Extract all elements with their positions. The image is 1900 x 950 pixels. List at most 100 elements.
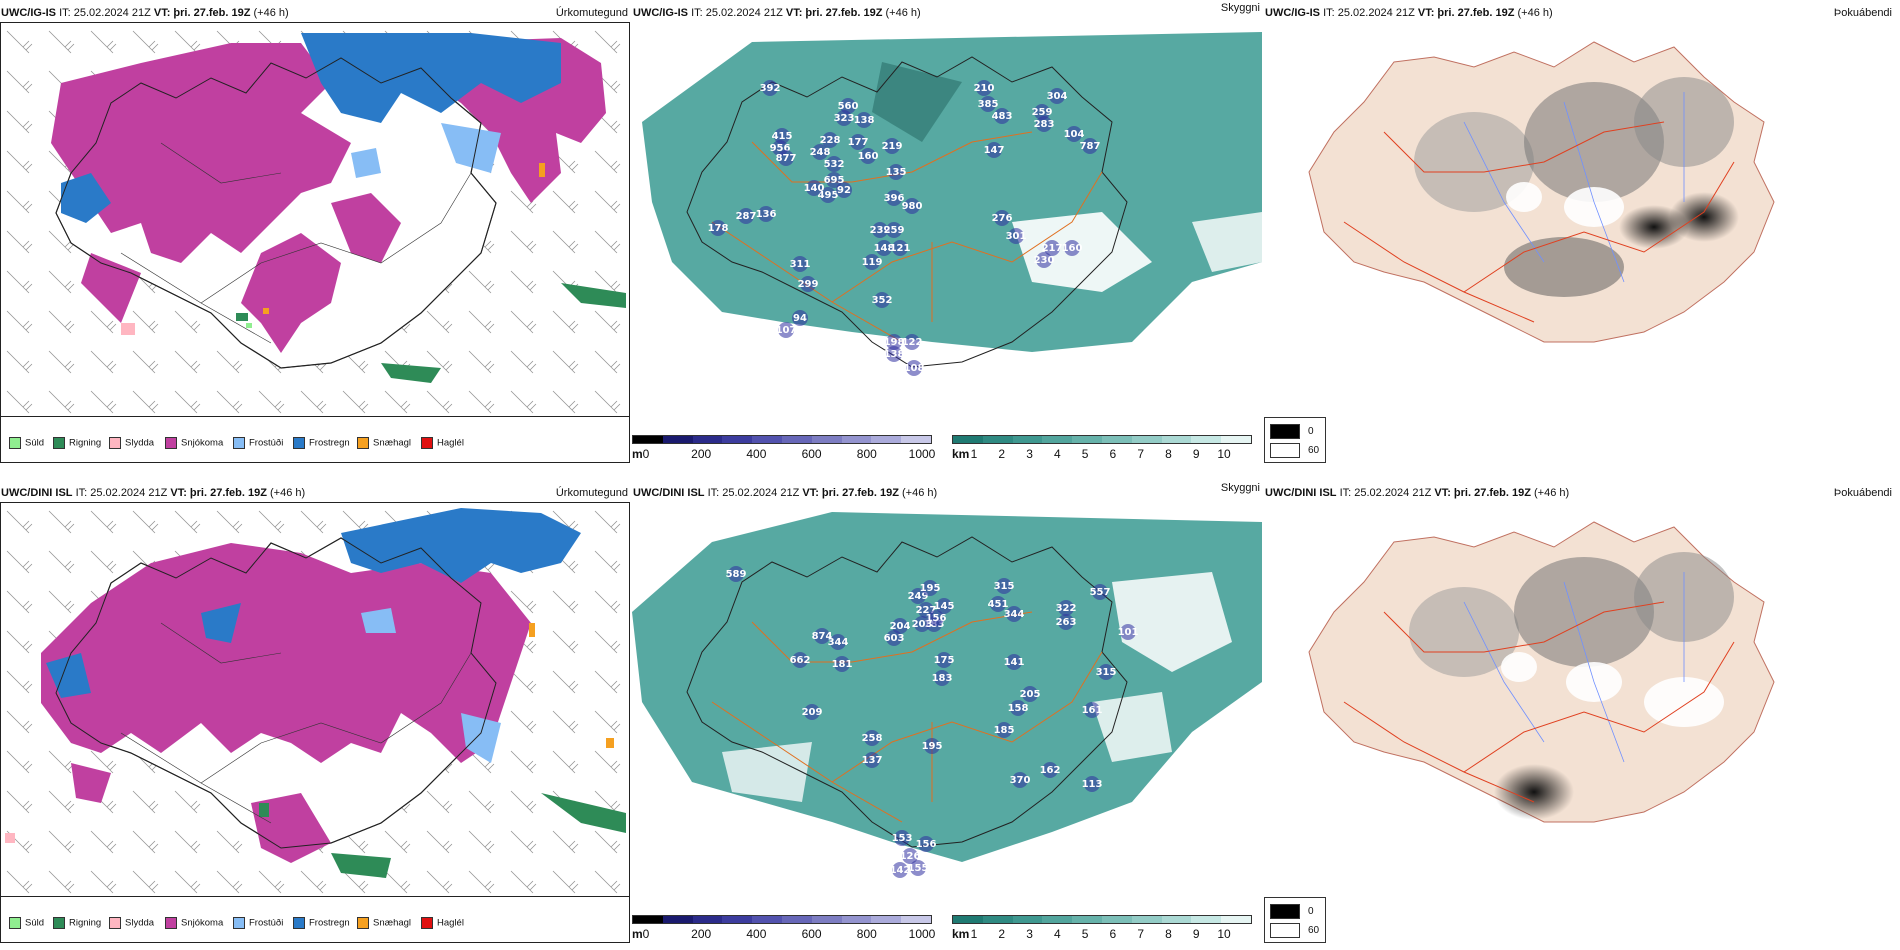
colorbar-tick-label: 9	[1192, 927, 1200, 941]
colorbar-cell	[752, 436, 782, 443]
legend-swatch	[293, 917, 305, 929]
legend-label: Snjókoma	[181, 437, 224, 449]
cloud-legend: m 0 200 400 600 800 1000 km 1 2 3 4 5 6 7 8 9 10	[632, 897, 1262, 943]
legend-label: 0	[1308, 426, 1314, 437]
fog-map-svg	[1308, 41, 1775, 343]
colorbar-tick-label: 8	[1165, 927, 1172, 941]
rain-area	[331, 853, 391, 878]
legend-item: Rigning	[53, 437, 101, 449]
cloudbase-cell	[758, 206, 774, 222]
legend-swatch	[53, 917, 65, 929]
cloudbase-label: 141	[1004, 657, 1025, 668]
legend-item: Snjókoma	[165, 437, 223, 449]
cloudbase-label: 263	[1056, 617, 1077, 628]
cloudbase-cell	[836, 182, 852, 198]
cloudbase-cell	[874, 292, 890, 308]
cloudbase-cell	[860, 148, 876, 164]
cloudbase-cell	[1036, 252, 1052, 268]
colorbar-cell	[781, 916, 812, 923]
precip-panel-row2: UWC/DINI ISL IT: 25.02.2024 21Z VT: þri.…	[0, 480, 630, 950]
colorbar-tick-label: 600	[801, 927, 822, 941]
cloudbase-label: 155	[908, 863, 929, 874]
cloudbase-label: 392	[760, 83, 781, 94]
cloudbase-cell	[872, 222, 888, 238]
cloudbase-cell	[892, 618, 908, 634]
cloudbase-label: 195	[920, 583, 941, 594]
colorbar-tick-label: 4	[1053, 927, 1061, 941]
cloudbase-label: 203	[912, 619, 933, 630]
field-name: Skyggni	[1220, 2, 1260, 14]
cloudbase-cell	[976, 80, 992, 96]
colorbar-cell	[692, 916, 723, 923]
cloudbase-cell	[1084, 776, 1100, 792]
cloudbase-label: 532	[824, 159, 845, 170]
model-name: UWC/IG-IS	[1, 7, 56, 19]
precip-legend: Súld Rigning Slydda Snjókoma Frostúði Fr…	[0, 897, 630, 943]
field-name: Þokuábendi	[1833, 487, 1892, 499]
fog-legend-box: 0 60	[1264, 897, 1326, 943]
cloudbase-cell	[990, 596, 1006, 612]
colorbar-tick-label: 0	[642, 447, 650, 461]
valid-time: þri. 27.feb. 19Z	[805, 7, 883, 19]
snow-area	[41, 543, 531, 763]
cloudbase-cell	[812, 144, 828, 160]
cloudbase-label: 138	[854, 115, 875, 126]
legend-item: 60	[1270, 923, 1319, 938]
road-network	[711, 611, 1103, 823]
cloudbase-label: 137	[862, 755, 883, 766]
cloudbase-cell	[934, 670, 950, 686]
cloudbase-label: 153	[892, 833, 913, 844]
cloudbase-label: 259	[1032, 107, 1053, 118]
colorbar-tick-label: 1	[970, 447, 978, 461]
legend-item: 60	[1270, 443, 1319, 458]
cloudbase-cell	[996, 722, 1012, 738]
colorbar-tick-label: 6	[1109, 447, 1117, 461]
legend-item: Slydda	[109, 437, 154, 449]
colorbar-cell	[722, 436, 753, 443]
cloudbase-cell	[886, 346, 902, 362]
precip-map-svg	[1, 503, 629, 896]
lead-time: (+46 h)	[270, 487, 306, 499]
field-name: Þokuábendi	[1833, 7, 1892, 19]
cloudbase-label: 177	[848, 137, 869, 148]
colorbar-cell	[901, 436, 931, 443]
legend-item: Súld	[9, 437, 44, 449]
cloudbase-label: 162	[1040, 765, 1061, 776]
freezing-rain-area	[201, 603, 241, 643]
cloudbase-cell	[822, 132, 838, 148]
cloudbase-label: 161	[1082, 705, 1103, 716]
colorbar-unit: m	[632, 927, 643, 941]
cloudbase-cell	[886, 334, 902, 350]
cloudbase-label: 147	[984, 145, 1005, 156]
colorbar-tick-label: 10	[1217, 927, 1231, 941]
cloudbase-label: 483	[992, 111, 1013, 122]
cloudbase-label: 94	[793, 313, 807, 324]
colorbar-cell	[662, 436, 693, 443]
cloudbase-label: 227	[916, 605, 937, 616]
colorbar-cell	[633, 916, 663, 923]
cloudbase-cell	[892, 240, 908, 256]
panel-header: UWC/IG-IS IT: 25.02.2024 21Z VT: þri. 27…	[1264, 0, 1894, 22]
legend-swatch	[1270, 424, 1300, 439]
legend-swatch	[357, 917, 369, 929]
colorbar-tick-label: 800	[856, 447, 877, 461]
legend-swatch	[109, 917, 121, 929]
colorbar-cell	[811, 916, 842, 923]
fog-map-svg	[1308, 521, 1775, 823]
cloudbase-cell	[710, 220, 726, 236]
cloudbase-label: 156	[926, 613, 947, 624]
colorbar-cell	[871, 436, 902, 443]
cloudbase-cell	[986, 142, 1002, 158]
cloudbase-label: 156	[916, 839, 937, 850]
colorbar-tick-label: 1000	[908, 927, 936, 941]
cloudbase-cell	[792, 310, 808, 326]
cloudbase-label: 874	[812, 631, 833, 642]
cloudbase-label: 370	[1010, 775, 1031, 786]
cloudbase-label: 344	[1004, 609, 1025, 620]
legend-swatch	[421, 917, 433, 929]
colorbar-tick-label: 1000	[908, 447, 936, 461]
panel-header: UWC/DINI ISL IT: 25.02.2024 21Z VT: þri.…	[0, 480, 630, 502]
cloudbase-cell	[886, 222, 902, 238]
colorbar-tick-label: 400	[746, 447, 767, 461]
